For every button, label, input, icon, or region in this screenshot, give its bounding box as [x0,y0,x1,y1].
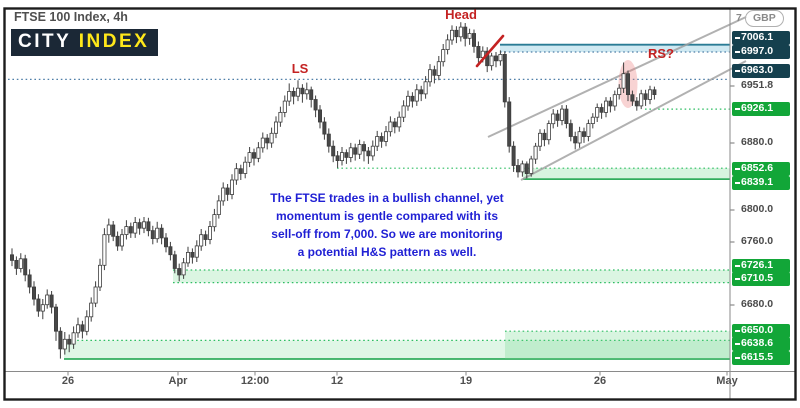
note-line: sell-off from 7,000. So we are monitorin… [271,227,503,241]
chart-title: FTSE 100 Index, 4h [14,10,128,24]
price-label: 6997.0 [732,45,790,59]
time-label: May [716,375,738,387]
price-label: 6638.6 [732,337,790,351]
time-label: 26 [61,375,75,387]
time-label: 26 [593,375,607,387]
price-label: 6880.0 [741,136,774,148]
note-line: The FTSE trades in a bullish channel, ye… [270,191,504,205]
price-label: 6963.0 [732,64,790,78]
price-label: 6680.0 [741,298,774,310]
city-index-logo: CITY INDEX [11,29,159,56]
price-label: 6710.5 [732,272,790,286]
head-label: Head [445,7,477,22]
price-label: 6726.1 [732,259,790,273]
clipped-price-tick: 7 [736,12,742,24]
note-line: momentum is gentle compared with its [275,209,499,223]
price-label: 6615.5 [732,351,790,365]
price-label: 6650.0 [732,324,790,338]
time-label: 12 [330,375,344,387]
logo-city-text: CITY [18,31,71,52]
analysis-note: The FTSE trades in a bullish channel, ye… [267,189,507,261]
price-label: 6760.0 [741,235,774,247]
note-line: a potential H&S pattern as well. [297,245,477,259]
time-label: 19 [459,375,473,387]
price-label: 7006.1 [732,31,790,45]
right-shoulder-label: RS? [648,46,674,61]
price-label: 6839.1 [732,176,790,190]
time-label: Apr [168,375,188,387]
price-label: 6852.6 [732,162,790,176]
time-label: 12:00 [240,375,270,387]
price-label: 6800.0 [741,203,774,215]
left-shoulder-label: LS [291,61,309,76]
price-label: 6951.8 [741,79,774,91]
currency-toggle-button[interactable]: GBP [745,10,784,27]
logo-index-text: INDEX [78,31,150,52]
price-label: 6926.1 [732,102,790,116]
